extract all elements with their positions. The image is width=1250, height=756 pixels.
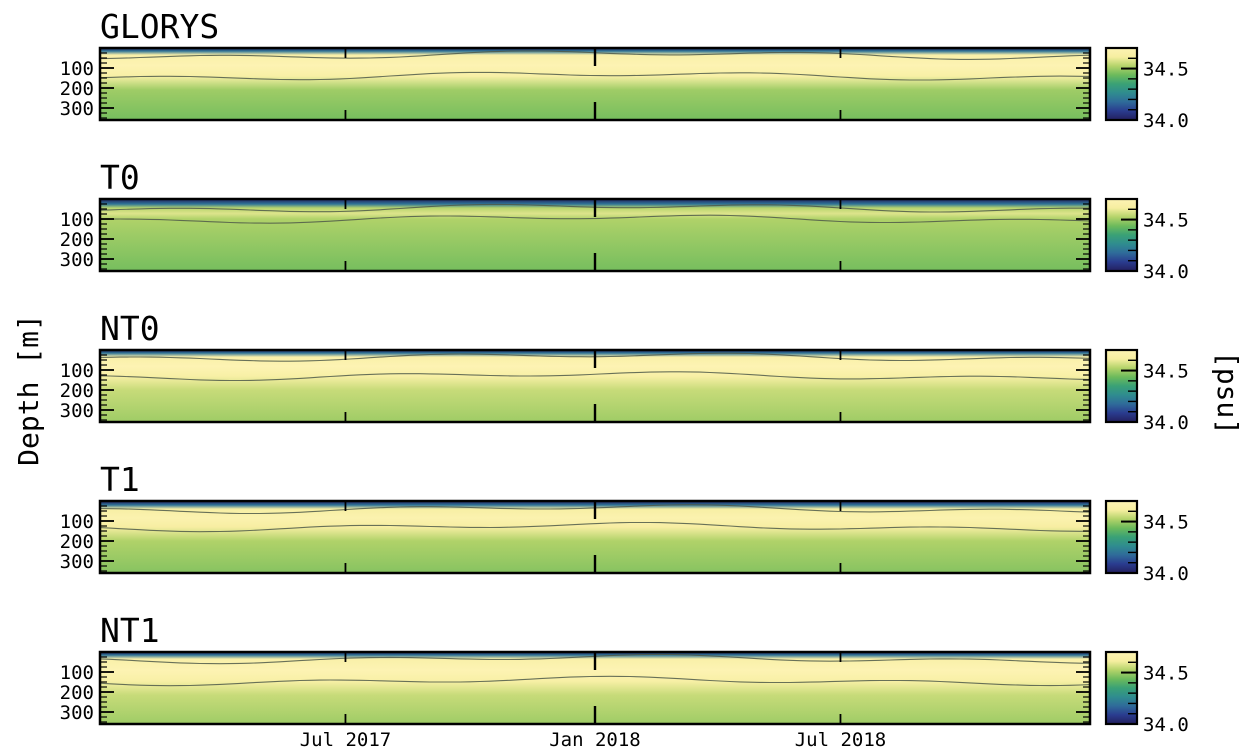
y-tick-label: 300: [60, 400, 94, 422]
contour-line: [99, 675, 1091, 687]
colorbar: [1106, 501, 1137, 573]
y-tick-label: 300: [60, 98, 94, 120]
panel-title: T1: [100, 460, 140, 499]
y-tick-label: 200: [60, 229, 94, 251]
panel-title: NT0: [100, 309, 160, 348]
y-tick-label: 200: [60, 531, 94, 553]
colorbar: [1106, 199, 1137, 271]
y-tick-label: 200: [60, 78, 94, 100]
x-tick-label: Jul 2017: [300, 729, 392, 751]
y-tick-label: 200: [60, 380, 94, 402]
colorbar-tick-label: 34.0: [1143, 110, 1189, 132]
x-tick-label: Jul 2018: [795, 729, 887, 751]
colorbar-tick-label: 34.0: [1143, 563, 1189, 585]
y-axis-label: Depth [m]: [12, 314, 45, 466]
y-tick-label: 300: [60, 551, 94, 573]
y-tick-label: 300: [60, 702, 94, 724]
y-tick-label: 100: [60, 511, 94, 533]
contour-line: [99, 371, 1091, 382]
panel-title: T0: [100, 158, 140, 197]
colorbar-tick-label: 34.0: [1143, 412, 1189, 434]
contour-line: [99, 71, 1091, 81]
y-tick-label: 100: [60, 360, 94, 382]
colorbar-tick-label: 34.0: [1143, 261, 1189, 283]
colorbar: [1106, 350, 1137, 422]
y-tick-label: 300: [60, 249, 94, 271]
colorbar-tick-label: 34.5: [1143, 512, 1189, 534]
colorbar-label: [psu]: [1211, 351, 1244, 435]
colorbar-tick-label: 34.5: [1143, 59, 1189, 81]
contour-line: [99, 214, 1091, 224]
x-tick-label: Jan 2018: [549, 729, 641, 751]
y-tick-label: 100: [60, 58, 94, 80]
panel-title: NT1: [100, 611, 160, 650]
contour-line: [99, 521, 1091, 533]
y-tick-label: 100: [60, 662, 94, 684]
y-tick-label: 100: [60, 209, 94, 231]
colorbar: [1106, 48, 1137, 120]
y-tick-label: 200: [60, 682, 94, 704]
panels: GLORYS10020030034.534.0T010020030034.534…: [60, 7, 1189, 751]
colorbar-tick-label: 34.5: [1143, 663, 1189, 685]
colorbar-tick-label: 34.5: [1143, 210, 1189, 232]
colorbar: [1106, 652, 1137, 724]
colorbar-tick-label: 34.5: [1143, 361, 1189, 383]
panel-title: GLORYS: [100, 7, 219, 46]
colorbar-tick-label: 34.0: [1143, 714, 1189, 736]
